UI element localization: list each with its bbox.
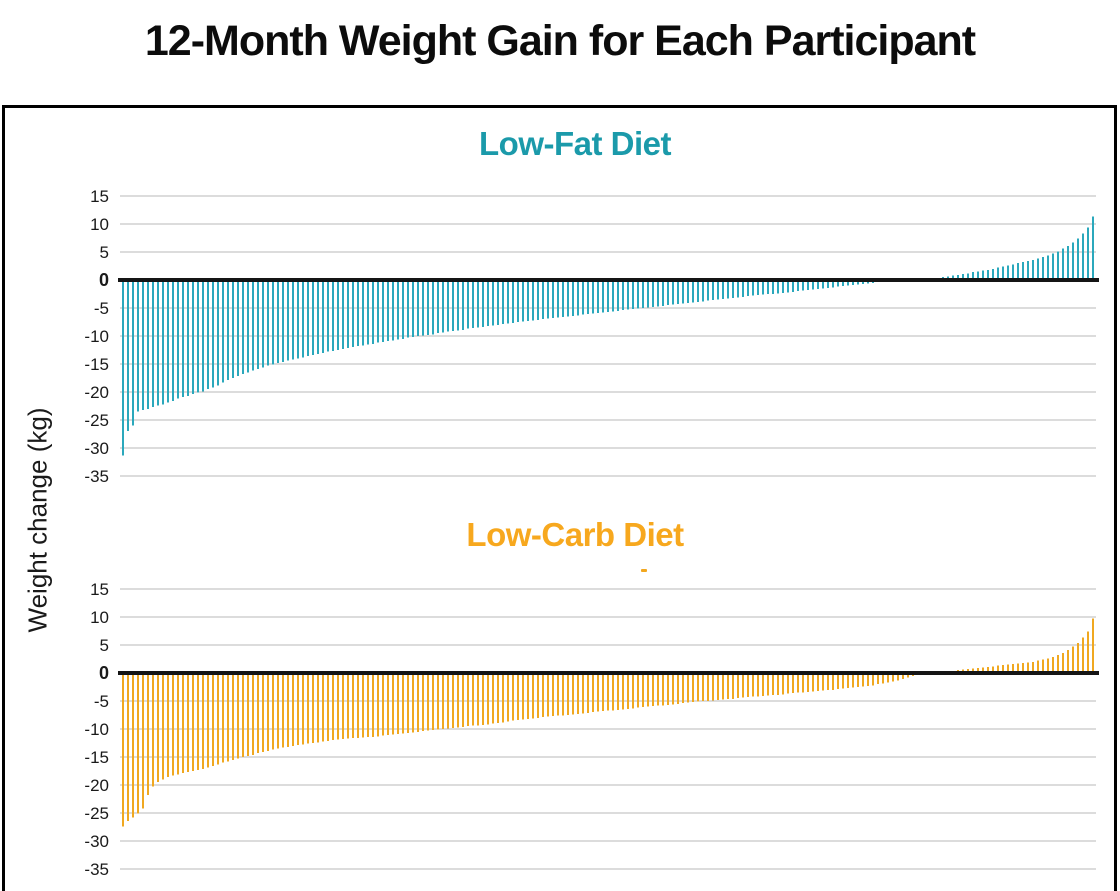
svg-text:5: 5 [100, 636, 109, 655]
svg-text:-15: -15 [84, 355, 109, 374]
low-carb-chart: 15 10 5 0 -5 -10 -15 -20 -25 -30 -35 [84, 580, 1099, 879]
gridlines [120, 588, 1096, 870]
svg-text:-20: -20 [84, 776, 109, 795]
svg-text:-35: -35 [84, 860, 109, 879]
svg-text:0: 0 [99, 663, 109, 683]
panel-title-low-fat: Low-Fat Diet [479, 125, 671, 162]
svg-text:-5: -5 [94, 299, 109, 318]
svg-text:15: 15 [90, 190, 109, 206]
y-tick-labels: 15 10 5 0 -5 -10 -15 -20 -25 -30 -35 [84, 190, 109, 486]
svg-text:-10: -10 [84, 720, 109, 739]
stray-mark [641, 569, 647, 572]
svg-text:10: 10 [90, 215, 109, 234]
low-fat-chart: 15 10 5 0 -5 -10 -15 -20 -25 -30 -35 [84, 190, 1099, 486]
svg-text:-30: -30 [84, 832, 109, 851]
svg-text:-30: -30 [84, 439, 109, 458]
svg-text:10: 10 [90, 608, 109, 627]
page-title: 12-Month Weight Gain for Each Participan… [144, 17, 976, 65]
svg-text:-10: -10 [84, 327, 109, 346]
panel-title-low-carb: Low-Carb Diet [466, 516, 684, 553]
participant-bars [122, 216, 1095, 456]
svg-text:15: 15 [90, 580, 109, 599]
svg-text:-20: -20 [84, 383, 109, 402]
svg-text:-15: -15 [84, 748, 109, 767]
svg-text:-35: -35 [84, 467, 109, 486]
y-tick-labels: 15 10 5 0 -5 -10 -15 -20 -25 -30 -35 [84, 580, 109, 879]
svg-text:-25: -25 [84, 804, 109, 823]
svg-text:-25: -25 [84, 411, 109, 430]
gridlines [120, 195, 1096, 477]
svg-text:0: 0 [99, 270, 109, 290]
participant-bars [122, 618, 1095, 827]
svg-text:5: 5 [100, 243, 109, 262]
svg-text:-5: -5 [94, 692, 109, 711]
